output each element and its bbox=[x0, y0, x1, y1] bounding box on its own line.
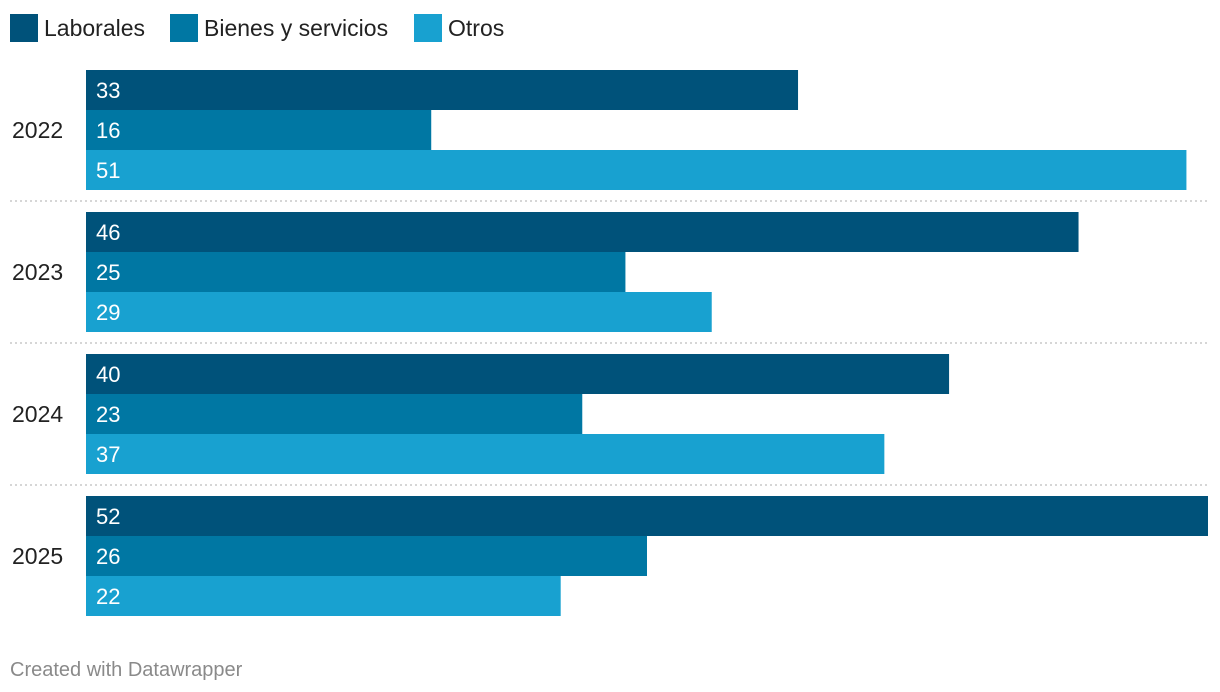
legend-swatch-2 bbox=[414, 14, 442, 42]
bar-2023-2 bbox=[86, 292, 712, 332]
bar-2025-1 bbox=[86, 536, 647, 576]
bar-2024-0 bbox=[86, 354, 950, 394]
legend-swatch-1 bbox=[170, 14, 198, 42]
value-label-2024-2: 37 bbox=[96, 442, 120, 467]
bars bbox=[86, 70, 1208, 616]
value-label-2022-0: 33 bbox=[96, 78, 120, 103]
value-label-2025-1: 26 bbox=[96, 544, 120, 569]
bar-2025-0 bbox=[86, 496, 1208, 536]
value-label-2025-2: 22 bbox=[96, 584, 120, 609]
bar-2025-2 bbox=[86, 576, 561, 616]
value-label-2023-2: 29 bbox=[96, 300, 120, 325]
legend-label-1: Bienes y servicios bbox=[204, 15, 388, 41]
value-label-2025-0: 52 bbox=[96, 504, 120, 529]
legend-swatch-0 bbox=[10, 14, 38, 42]
footer-credit: Created with Datawrapper bbox=[10, 659, 243, 681]
value-label-2023-0: 46 bbox=[96, 220, 120, 245]
value-label-2022-1: 16 bbox=[96, 118, 120, 143]
bar-2022-2 bbox=[86, 150, 1187, 190]
value-labels: 33 16 51 46 25 29 40 23 37 52 26 22 bbox=[96, 78, 120, 609]
category-label-2024: 2024 bbox=[12, 401, 63, 427]
value-label-2024-1: 23 bbox=[96, 402, 120, 427]
category-labels: 2022 2023 2024 2025 bbox=[12, 117, 63, 569]
bar-2022-0 bbox=[86, 70, 799, 110]
value-label-2023-1: 25 bbox=[96, 260, 120, 285]
bar-2022-1 bbox=[86, 110, 432, 150]
category-label-2022: 2022 bbox=[12, 117, 63, 143]
bar-2023-0 bbox=[86, 212, 1079, 252]
category-label-2025: 2025 bbox=[12, 543, 63, 569]
legend-label-2: Otros bbox=[448, 15, 504, 41]
value-label-2022-2: 51 bbox=[96, 158, 120, 183]
legend-label-0: Laborales bbox=[44, 15, 145, 41]
bar-2023-1 bbox=[86, 252, 626, 292]
value-label-2024-0: 40 bbox=[96, 362, 120, 387]
legend: Laborales Bienes y servicios Otros bbox=[10, 14, 504, 42]
category-label-2023: 2023 bbox=[12, 259, 63, 285]
bar-2024-2 bbox=[86, 434, 885, 474]
bar-2024-1 bbox=[86, 394, 583, 434]
